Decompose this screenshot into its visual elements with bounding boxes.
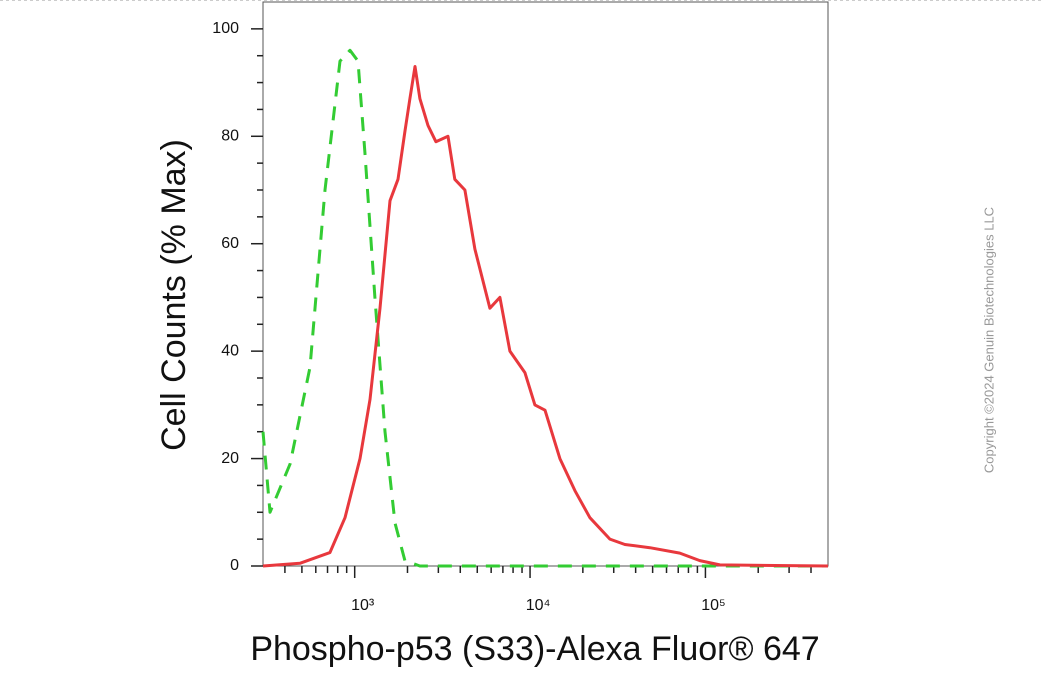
- y-tick-label: 0: [230, 557, 239, 574]
- x-axis-label: Phospho-p53 (S33)-Alexa Fluor® 647: [250, 630, 819, 668]
- series-line: [261, 48, 828, 568]
- x-tick-label: 10⁴: [526, 597, 551, 614]
- series-line: [262, 65, 829, 568]
- x-tick-label: 10³: [351, 597, 375, 614]
- copyright: Copyright ©2024 Genuin Biotechnologies L…: [981, 207, 996, 473]
- x-tick-label: 10⁵: [701, 597, 725, 614]
- y-tick-label: 20: [221, 450, 239, 467]
- y-axis-label: Cell Counts (% Max): [155, 139, 193, 451]
- y-tick-label: 40: [221, 342, 239, 359]
- y-tick-label: 80: [221, 128, 239, 145]
- y-tick-label: 100: [212, 20, 239, 37]
- y-tick-label: 60: [221, 235, 239, 252]
- plot-frame: [262, 1, 829, 567]
